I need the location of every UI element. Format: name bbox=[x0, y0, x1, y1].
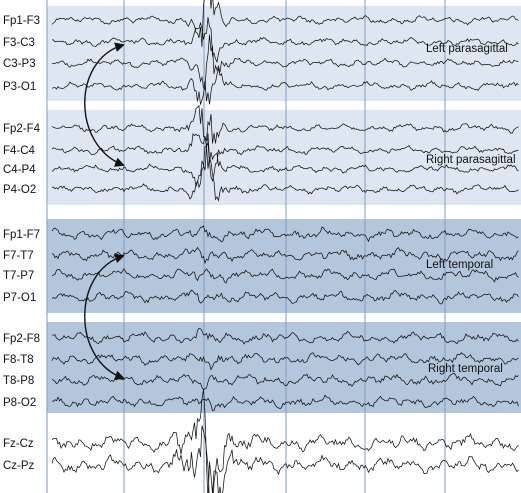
connection-arrows bbox=[84, 42, 125, 380]
group-label-right-parasagittal: Right parasagittal bbox=[426, 154, 516, 166]
trace-cz-pz bbox=[51, 425, 519, 493]
channel-label-p3-o1: P3-O1 bbox=[3, 81, 36, 93]
arrow-left-temporal-to-right-temporal bbox=[84, 253, 125, 380]
trace-c3-p3 bbox=[51, 34, 519, 91]
eeg-traces bbox=[51, 0, 519, 493]
channel-label-p4-o2: P4-O2 bbox=[3, 184, 36, 196]
channel-label-cz-pz: Cz-Pz bbox=[3, 460, 35, 472]
channel-label-c4-p4: C4-P4 bbox=[3, 164, 36, 176]
trace-f8-t8 bbox=[51, 352, 519, 371]
channel-label-f7-t7: F7-T7 bbox=[3, 250, 34, 262]
trace-p4-o2 bbox=[51, 146, 519, 202]
trace-p8-o2 bbox=[51, 394, 519, 411]
channel-label-fp2-f8: Fp2-F8 bbox=[3, 333, 40, 345]
channel-label-fp1-f3: Fp1-F3 bbox=[3, 15, 40, 27]
channel-label-t7-p7: T7-P7 bbox=[3, 270, 34, 282]
trace-fp1-f7 bbox=[51, 225, 519, 243]
trace-fz-cz bbox=[51, 389, 519, 493]
group-label-right-temporal: Right temporal bbox=[428, 363, 503, 375]
trace-t8-p8 bbox=[51, 372, 519, 391]
group-label-left-parasagittal: Left parasagittal bbox=[426, 43, 508, 55]
channel-label-fp1-f7: Fp1-F7 bbox=[3, 229, 40, 241]
channel-label-fz-cz: Fz-Cz bbox=[3, 438, 34, 450]
channel-label-fp2-f4: Fp2-F4 bbox=[3, 123, 41, 135]
trace-f7-t7 bbox=[51, 246, 519, 265]
channel-label-c3-p3: C3-P3 bbox=[3, 58, 36, 70]
channel-label-f3-c3: F3-C3 bbox=[3, 37, 35, 49]
channel-label-t8-p8: T8-P8 bbox=[3, 375, 34, 387]
trace-t7-p7 bbox=[51, 268, 519, 284]
trace-p7-o1 bbox=[51, 289, 519, 305]
trace-fp2-f4 bbox=[51, 104, 519, 144]
channel-label-p7-o1: P7-O1 bbox=[3, 292, 36, 304]
channel-label-f8-t8: F8-T8 bbox=[3, 354, 34, 366]
channel-label-p8-o2: P8-O2 bbox=[3, 397, 36, 409]
trace-f4-c4 bbox=[51, 132, 519, 183]
channel-labels: Fp1-F3 F3-C3 C3-P3 P3-O1 Fp2-F4 F4-C4 C4-P4 P4-… bbox=[3, 15, 41, 472]
group-labels: Left parasagittal Right parasagittal Left … bbox=[426, 43, 516, 375]
trace-fp1-f3 bbox=[51, 0, 519, 47]
arrow-left-parasagittal-to-right-parasagittal bbox=[84, 42, 125, 167]
trace-f3-c3 bbox=[51, 17, 519, 64]
trace-c4-p4 bbox=[51, 142, 519, 189]
trace-p3-o1 bbox=[51, 68, 519, 105]
group-label-left-temporal: Left temporal bbox=[426, 259, 493, 271]
trace-fp2-f8 bbox=[51, 327, 519, 345]
channel-label-f4-c4: F4-C4 bbox=[3, 145, 36, 157]
